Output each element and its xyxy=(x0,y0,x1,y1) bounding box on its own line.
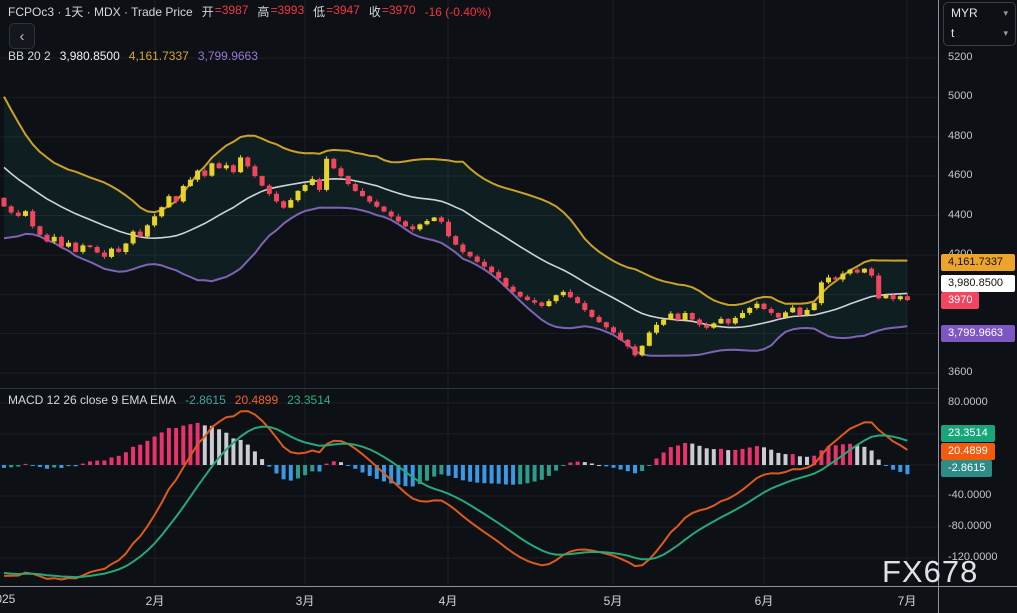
trading-chart-app: FCPOc3 · 1天 · MDX · Trade Price 开=3987 高… xyxy=(0,0,1017,613)
back-button[interactable]: ‹ xyxy=(9,23,35,49)
symbol-title[interactable]: FCPOc3 · 1天 · MDX · Trade Price xyxy=(8,3,193,20)
ohlc-close: 收=3970 xyxy=(369,3,416,20)
axis-tick-label: 5200 xyxy=(948,51,972,63)
back-arrow-icon: ‹ xyxy=(20,28,25,45)
bb-label: BB 20 2 xyxy=(8,49,51,63)
bb-lower-badge: 3,799.9663 xyxy=(941,325,1015,342)
chevron-down-icon: ▾ xyxy=(1003,8,1008,19)
price-axis[interactable]: MYR ▾ t ▾ 520050004800460044004200360080… xyxy=(939,0,1017,613)
macd-label: MACD 12 26 close 9 EMA EMA xyxy=(8,393,176,407)
time-axis-label[interactable]: 4月 xyxy=(439,592,458,609)
axis-tick-label: -40.0000 xyxy=(948,489,991,501)
time-axis[interactable]: 2025 2月 3月 4月 5月 6月 7月 xyxy=(0,586,1017,613)
macd-hist-value: -2.8615 xyxy=(185,393,226,407)
currency-dropdown[interactable]: MYR ▾ xyxy=(944,3,1015,23)
bb-lower-value: 3,799.9663 xyxy=(198,49,258,63)
pane-separator[interactable] xyxy=(0,388,938,389)
time-axis-label[interactable]: 5月 xyxy=(604,592,623,609)
macd-signal-value: 23.3514 xyxy=(287,393,330,407)
change-value: -16 (-0.40%) xyxy=(425,5,492,19)
time-axis-label[interactable]: 7月 xyxy=(898,592,917,609)
bb-indicator-bar[interactable]: BB 20 2 3,980.8500 4,161.7337 3,799.9663 xyxy=(8,49,258,63)
symbol-info-bar: FCPOc3 · 1天 · MDX · Trade Price 开=3987 高… xyxy=(8,3,491,20)
macd-indicator-bar[interactable]: MACD 12 26 close 9 EMA EMA -2.8615 20.48… xyxy=(8,393,331,407)
chevron-down-icon: ▾ xyxy=(1003,28,1008,39)
axis-tick-label: 80.0000 xyxy=(948,396,988,408)
macd-line-value: 20.4899 xyxy=(235,393,278,407)
time-axis-label[interactable]: 6月 xyxy=(755,592,774,609)
axis-tick-label: 3600 xyxy=(948,366,972,378)
price-axis-border xyxy=(938,0,939,613)
macd-pane[interactable] xyxy=(0,389,938,585)
axis-tick-label: 4600 xyxy=(948,169,972,181)
currency-unit-selector: MYR ▾ t ▾ xyxy=(943,2,1016,46)
last-price-badge: 3970 xyxy=(941,292,979,309)
axis-tick-label: 4800 xyxy=(948,130,972,142)
ohlc-high: 高=3993 xyxy=(257,3,304,20)
fx678-watermark: FX678 xyxy=(882,554,978,590)
time-axis-label[interactable]: 3月 xyxy=(296,592,315,609)
ohlc-low: 低=3947 xyxy=(313,3,360,20)
time-axis-label[interactable]: 2025 xyxy=(0,592,15,606)
macd-signal-badge: 23.3514 xyxy=(941,425,995,442)
bb-basis-value: 3,980.8500 xyxy=(60,49,120,63)
macd-hist-badge: -2.8615 xyxy=(941,460,992,477)
macd-line-badge: 20.4899 xyxy=(941,443,995,460)
axis-tick-label: 4400 xyxy=(948,209,972,221)
bb-upper-value: 4,161.7337 xyxy=(129,49,189,63)
ohlc-open: 开=3987 xyxy=(202,3,249,20)
bb-basis-badge: 3,980.8500 xyxy=(941,275,1015,292)
axis-tick-label: -80.0000 xyxy=(948,520,991,532)
time-axis-label[interactable]: 2月 xyxy=(146,592,165,609)
bb-upper-badge: 4,161.7337 xyxy=(941,254,1015,271)
axis-tick-label: 5000 xyxy=(948,90,972,102)
unit-dropdown[interactable]: t ▾ xyxy=(944,23,1015,43)
